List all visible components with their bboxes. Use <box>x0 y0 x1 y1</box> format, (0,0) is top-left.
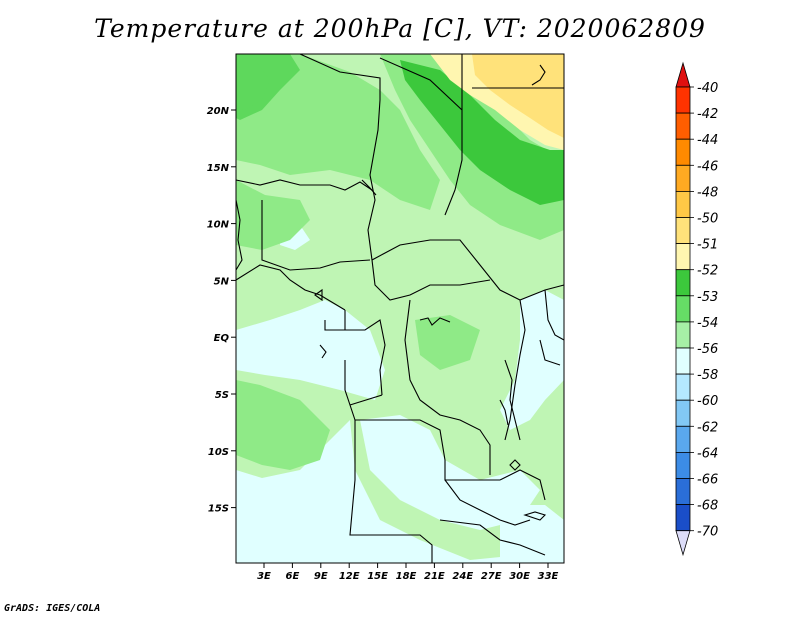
colorbar-label: -51 <box>697 238 718 253</box>
cyan-region-southcentral <box>360 415 540 530</box>
colorbar-segment <box>675 321 691 349</box>
dark-green-northwest <box>236 60 270 110</box>
map-title: Temperature at 200hPa [C], VT: 202006280… <box>94 14 706 43</box>
lon-tick-label: 6E <box>286 571 300 582</box>
longitude-axis: 3E 6E 9E 12E 15E 18E 21E 24E 27E 30E 33E <box>257 563 559 582</box>
lat-tick-label: 20N <box>207 106 230 117</box>
lon-tick-label: 21E <box>424 571 445 582</box>
colorbar-label: -58 <box>697 368 718 383</box>
lat-tick-label: 5N <box>214 276 230 287</box>
lon-tick-label: 12E <box>339 571 360 582</box>
colorbar-label: -54 <box>697 316 718 331</box>
colorbar-bottom-arrow <box>675 530 691 557</box>
colorbar-label: -52 <box>697 264 718 279</box>
lat-tick-label: 10S <box>208 447 229 458</box>
cyan-region-congo <box>236 300 385 400</box>
cyan-region-south <box>236 420 545 563</box>
colorbar-segment <box>675 138 691 166</box>
colorbar-segment <box>675 373 691 401</box>
colorbar-segment <box>675 399 691 427</box>
lat-tick-label: 5S <box>215 390 229 401</box>
lat-tick-label: EQ <box>214 333 230 344</box>
colorbar-label: -68 <box>697 499 718 514</box>
lon-tick-label: 27E <box>481 571 502 582</box>
lat-tick-label: 15N <box>207 163 230 174</box>
colorbar-segment <box>675 164 691 192</box>
colorbar-segment <box>675 504 691 532</box>
lon-tick-label: 24E <box>452 571 473 582</box>
colorbar-segment <box>675 190 691 218</box>
cyan-region-lakes <box>500 290 564 430</box>
credit-label: GrADS: IGES/COLA <box>4 603 101 614</box>
lon-tick-label: 33E <box>538 571 559 582</box>
colorbar-label: -46 <box>697 159 718 174</box>
colorbar-label: -50 <box>697 212 718 227</box>
colorbar-label: -48 <box>697 185 718 200</box>
colorbar-segment <box>675 112 691 140</box>
colorbar-label: -60 <box>697 394 718 409</box>
map-panel <box>235 53 565 564</box>
colorbar-segment <box>675 269 691 297</box>
coastlines <box>235 64 547 521</box>
colorbar-segment <box>675 347 691 375</box>
map-frame <box>235 53 565 564</box>
latitude-axis: 20N 15N 10N 5N EQ 5S 10S 15S <box>207 106 236 515</box>
colorbar-segment <box>675 425 691 453</box>
light-green-west <box>236 380 330 470</box>
lon-tick-label: 18E <box>396 571 417 582</box>
colorbar-segment <box>675 243 691 271</box>
yellow-region <box>472 54 564 138</box>
colorbar-segment <box>675 86 691 114</box>
country-borders <box>235 53 565 563</box>
colorbar: -40 -42 -44 -46 -48 -50 -51 -52 -53 -54 -56 -58 -60 -… <box>675 61 718 557</box>
colorbar-label: -53 <box>697 290 718 305</box>
lon-tick-label: 9E <box>314 571 328 582</box>
colorbar-label: -42 <box>697 107 718 122</box>
colorbar-label: -44 <box>697 133 718 148</box>
light-green-north <box>236 54 440 210</box>
dark-green-northeast <box>400 60 564 205</box>
colorbar-segment <box>675 478 691 506</box>
colorbar-label: -64 <box>697 446 718 461</box>
colorbar-label: -66 <box>697 473 718 488</box>
colorbar-segment <box>675 295 691 323</box>
cyan-region-east <box>500 505 564 563</box>
light-green-central <box>415 315 480 370</box>
lat-tick-label: 10N <box>207 220 230 231</box>
colorbar-top-arrow <box>675 61 691 88</box>
lon-tick-label: 15E <box>367 571 388 582</box>
lon-tick-label: 3E <box>257 571 271 582</box>
lat-tick-label: 15S <box>208 504 229 515</box>
lon-tick-label: 30E <box>509 571 530 582</box>
colorbar-label: -40 <box>697 81 718 96</box>
colorbar-label: -56 <box>697 342 718 357</box>
colorbar-label: -62 <box>697 420 718 435</box>
light-green-west-coast <box>236 180 310 250</box>
colorbar-segment <box>675 217 691 245</box>
colorbar-segment <box>675 451 691 479</box>
colorbar-label: -70 <box>697 525 718 540</box>
